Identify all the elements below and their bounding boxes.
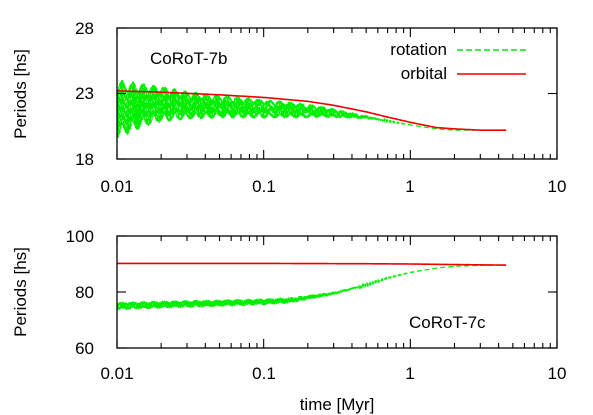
xtick-label: 1 xyxy=(405,177,414,196)
xtick-label: 0.1 xyxy=(252,364,276,383)
xtick-label: 0.01 xyxy=(100,177,133,196)
panel-corot-7c-xticks: 0.01 0.1 1 10 xyxy=(100,364,566,383)
panel-corot-7b-ylabel: Periods [hs] xyxy=(11,49,30,139)
panel-corot-7b-ticks xyxy=(116,27,558,160)
xtick-label: 0.1 xyxy=(252,177,276,196)
panel-corot-7c-title: CoRoT-7c xyxy=(409,313,486,332)
series-rotation-line xyxy=(116,79,507,140)
ytick-label: 100 xyxy=(66,227,94,246)
panel-corot-7c-plot xyxy=(116,262,507,311)
xtick-label: 1 xyxy=(405,364,414,383)
series-orbital-line xyxy=(117,262,507,266)
ytick-label: 28 xyxy=(75,19,94,38)
panel-corot-7c-yticks: 100 80 60 xyxy=(66,227,94,358)
ytick-label: 80 xyxy=(75,283,94,302)
panel-corot-7c-ylabel: Periods [hs] xyxy=(11,247,30,337)
panel-corot-7c: 100 80 60 0.01 0.1 1 10 Periods [hs] tim… xyxy=(11,227,566,414)
ytick-label: 18 xyxy=(75,150,94,169)
ytick-label: 60 xyxy=(75,339,94,358)
panel-corot-7c-ticks xyxy=(116,235,558,349)
panel-corot-7b-yticks: 28 23 18 xyxy=(75,19,94,169)
xtick-label: 0.01 xyxy=(100,364,133,383)
series-orbital-line xyxy=(116,90,507,131)
ytick-label: 23 xyxy=(75,84,94,103)
panel-corot-7b: 28 23 18 0.01 0.1 1 10 Periods [hs] CoRo… xyxy=(11,19,566,196)
panel-corot-7b-xticks: 0.01 0.1 1 10 xyxy=(100,177,566,196)
legend: rotation orbital xyxy=(390,40,526,83)
panel-corot-7b-title: CoRoT-7b xyxy=(150,49,227,68)
legend-label-orbital: orbital xyxy=(401,64,447,83)
series-rotation-line xyxy=(116,264,507,311)
panel-corot-7b-plot xyxy=(116,79,507,140)
xtick-label: 10 xyxy=(548,364,567,383)
legend-label-rotation: rotation xyxy=(390,40,447,59)
xtick-label: 10 xyxy=(548,177,567,196)
x-axis-label: time [Myr] xyxy=(300,395,375,414)
